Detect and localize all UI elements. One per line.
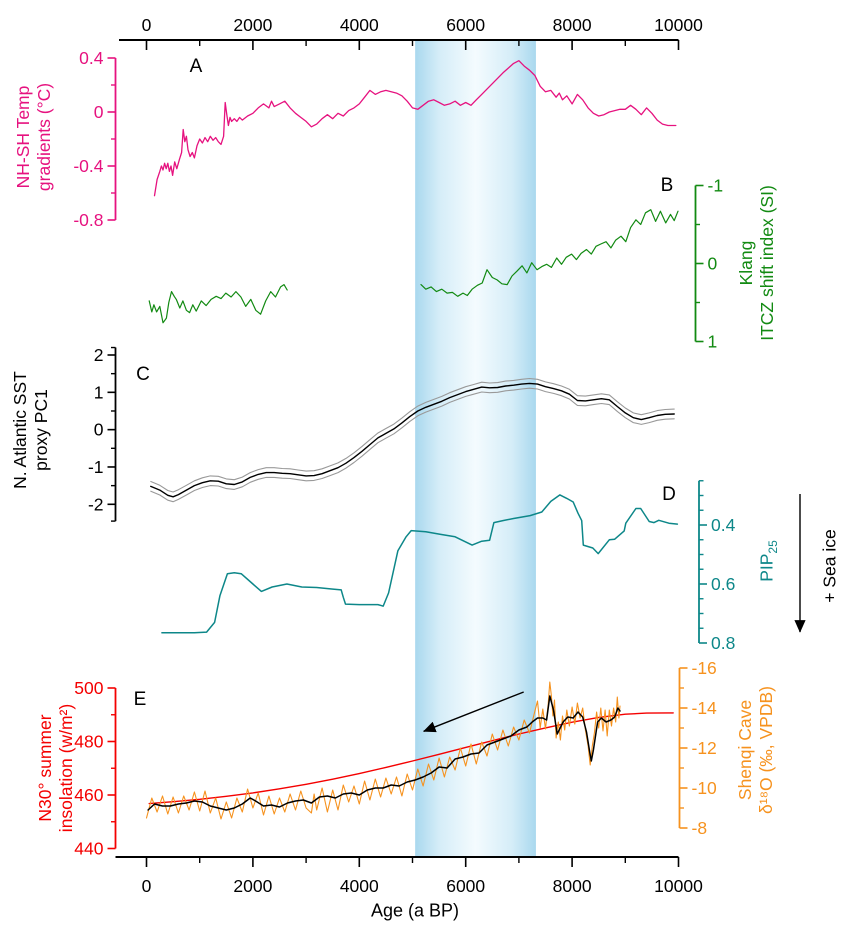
x-tick-label: 2000	[233, 876, 272, 896]
panel-e-label: E	[133, 689, 147, 710]
y-tick-label: 500	[74, 678, 103, 698]
y-tick-label: -14	[692, 698, 718, 718]
y-tick-label: 0	[708, 254, 718, 274]
panel-c-y-axis: 2 1 0 -1 -2	[88, 345, 117, 522]
y-tick-label: 0.4	[711, 515, 736, 535]
y-tick-label: -16	[692, 658, 717, 678]
y-tick-label: -0.8	[73, 210, 103, 230]
y-tick-label: 460	[74, 785, 103, 805]
y-tick-label: -12	[692, 738, 717, 758]
y-tick-label: -0.4	[73, 156, 103, 176]
y-tick-label: 0.6	[711, 574, 735, 594]
y-tick-label: 440	[74, 839, 103, 859]
insolation-axis-title: N30° summer insolation (w/m²)	[35, 703, 76, 833]
y-tick-label: -2	[88, 494, 104, 514]
panel-b-axis-title: Klang ITCZ shift index (SI)	[736, 185, 777, 341]
series-n30-summer-insolation	[148, 712, 674, 805]
x-tick-label: 10000	[654, 15, 703, 35]
series-n-atlantic-sst-pc1-lower	[150, 387, 675, 503]
y-tick-label: -1	[708, 176, 724, 196]
y-tick-label: 480	[74, 732, 103, 752]
x-tick-label: 6000	[446, 876, 485, 896]
sea-ice-label: + Sea ice	[819, 529, 840, 603]
top-x-axis: 0 2000 4000 6000 8000 10000	[119, 15, 703, 50]
d18o-axis-title: Shenqi Cave δ¹⁸O (‰, VPDB)	[735, 686, 776, 814]
y-tick-label: 0	[94, 420, 104, 440]
panel-a-axis-title: NH-SH Temp gradients (°C)	[13, 82, 54, 192]
y-tick-label: -10	[692, 778, 718, 798]
bottom-x-axis: 0 2000 4000 6000 8000 10000	[115, 856, 703, 896]
panel-d-y-axis: 0.4 0.6 0.8	[698, 480, 736, 653]
y-tick-label: -8	[692, 818, 708, 838]
x-tick-label: 8000	[553, 15, 592, 35]
panel-a-y-axis: 0.4 0 -0.4 -0.8	[73, 48, 117, 230]
series-n-atlantic-sst-pc1-upper	[150, 377, 675, 493]
x-tick-label: 10000	[654, 876, 703, 896]
panel-c-axis-title: N. Atlantic SST proxy PC1	[10, 371, 51, 489]
series-itcz-shift-index	[420, 209, 679, 297]
insolation-y-axis: 500 480 460 440	[74, 678, 117, 859]
y-tick-label: 1	[94, 382, 104, 402]
x-tick-label: 8000	[553, 876, 592, 896]
y-tick-label: -1	[88, 457, 104, 477]
series-nh-sh-temp-gradient	[153, 60, 677, 197]
panel-d-axis-title: PIP25	[756, 540, 780, 582]
series-n-atlantic-sst-pc1	[150, 382, 675, 498]
y-tick-label: 0	[94, 102, 104, 122]
highlight-band	[415, 41, 536, 857]
panel-a-label: A	[189, 56, 203, 77]
x-tick-label: 0	[142, 15, 152, 35]
x-tick-label: 6000	[446, 15, 485, 35]
series-pip25	[161, 494, 679, 634]
series-shenqi-cave-d18o-smoothed	[147, 695, 621, 811]
panel-c-label: C	[136, 364, 150, 385]
x-axis-title: Age (a BP)	[370, 900, 460, 921]
x-tick-label: 4000	[340, 876, 379, 896]
series-itcz-shift-index	[148, 284, 288, 324]
x-tick-label: 4000	[340, 15, 379, 35]
panel-d-label: D	[662, 484, 676, 505]
y-tick-label: 0.8	[711, 633, 735, 653]
d18o-y-axis: -16 -14 -12 -10 -8	[678, 658, 718, 838]
panel-b-y-axis: -1 0 1	[694, 176, 724, 352]
x-tick-label: 2000	[233, 15, 272, 35]
y-tick-label: 2	[94, 345, 104, 365]
panel-b-label: B	[660, 175, 674, 196]
y-tick-label: 1	[708, 332, 718, 352]
x-tick-label: 0	[142, 876, 152, 896]
y-tick-label: 0.4	[79, 48, 104, 68]
trend-arrow	[423, 691, 524, 733]
